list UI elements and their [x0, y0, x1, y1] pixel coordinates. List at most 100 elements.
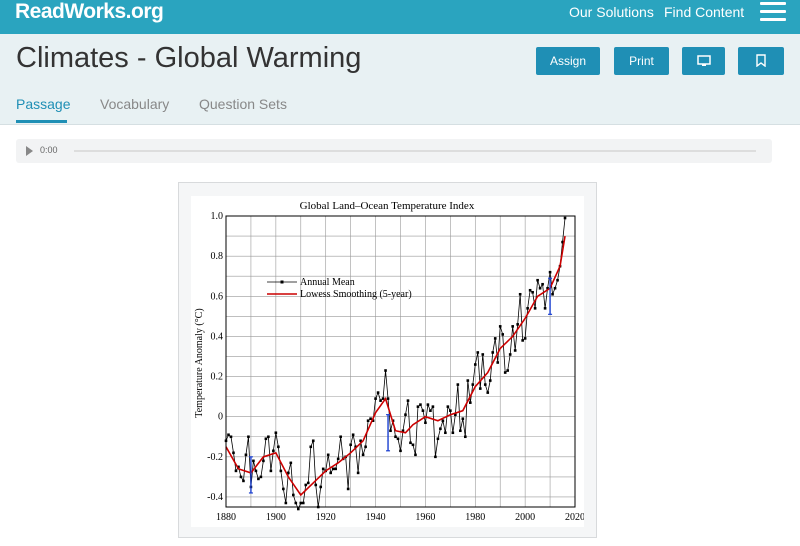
annual-mean-point — [531, 290, 534, 294]
annual-mean-line — [225, 217, 566, 511]
annual-mean-point — [239, 475, 243, 479]
annual-mean-point — [254, 469, 258, 473]
annual-mean-point — [449, 409, 452, 412]
annual-mean-point — [237, 465, 240, 469]
annual-mean-point — [476, 351, 480, 354]
annual-mean-point — [538, 286, 542, 290]
tab-passage[interactable]: Passage — [16, 96, 71, 112]
bookmark-button[interactable] — [738, 47, 784, 75]
annual-mean-point — [349, 443, 352, 447]
annual-mean-point — [401, 429, 405, 433]
y-tick-label: -0.4 — [207, 492, 223, 503]
annual-mean-point — [227, 433, 230, 437]
assign-button[interactable]: Assign — [536, 47, 600, 75]
annual-mean-point — [321, 467, 325, 471]
title-bar: Climates - Global Warming Assign Print P… — [0, 34, 800, 125]
annual-mean-point — [229, 435, 233, 439]
annual-mean-point — [406, 399, 410, 402]
y-tick-label: 0 — [218, 412, 223, 423]
annual-mean-point — [232, 451, 235, 455]
annual-mean-point — [496, 361, 500, 364]
annual-mean-point — [314, 483, 318, 487]
plot-area-border — [225, 215, 576, 508]
nav-our-solutions[interactable]: Our Solutions — [569, 4, 654, 20]
hamburger-icon[interactable] — [760, 2, 786, 22]
annual-mean-point — [506, 369, 509, 372]
annual-mean-point — [272, 449, 275, 453]
annual-mean-point — [299, 501, 303, 505]
annual-mean-point — [306, 481, 310, 485]
annual-mean-point — [284, 501, 288, 505]
annual-mean-point — [561, 240, 564, 244]
legend-annual-marker — [280, 280, 284, 284]
readworks-logo[interactable]: ReadWorks.org — [15, 0, 164, 23]
y-tick-label: 0.6 — [211, 291, 224, 302]
tab-question-sets[interactable]: Question Sets — [199, 96, 287, 112]
annual-mean-point — [364, 445, 367, 449]
annual-mean-point — [498, 325, 502, 328]
annual-mean-point — [459, 429, 462, 433]
annual-mean-point — [354, 445, 357, 449]
annual-mean-point — [369, 417, 372, 420]
x-tick-label: 1920 — [316, 512, 336, 523]
annual-mean-point — [282, 487, 285, 491]
tab-vocabulary[interactable]: Vocabulary — [100, 96, 170, 112]
annual-mean-point — [346, 487, 350, 491]
print-button[interactable]: Print — [614, 47, 669, 75]
nav-find-content[interactable]: Find Content — [664, 4, 745, 20]
annual-mean-point — [234, 469, 238, 473]
annual-mean-point — [491, 351, 495, 354]
x-tick-label: 1880 — [216, 512, 236, 523]
bookmark-icon — [756, 54, 766, 68]
annual-mean-point — [421, 409, 425, 412]
annual-mean-point — [262, 459, 265, 463]
screen-button[interactable] — [682, 47, 725, 75]
lowess-smoothing-line — [225, 235, 566, 497]
active-tab-indicator — [16, 120, 67, 123]
annual-mean-point — [379, 399, 382, 402]
annual-mean-point — [371, 419, 375, 423]
annual-mean-point — [488, 379, 492, 382]
annual-mean-point — [267, 435, 270, 439]
annual-mean-point — [456, 383, 460, 386]
y-axis-label: Temperature Anomaly (°C) — [194, 308, 205, 417]
annual-mean-point — [556, 278, 559, 282]
annual-mean-point — [409, 441, 412, 445]
audio-time: 0:00 — [40, 145, 58, 155]
chart-title: Global Land–Ocean Temperature Index — [300, 200, 475, 212]
x-tick-label: 1900 — [266, 512, 286, 523]
play-icon[interactable] — [26, 146, 33, 156]
annual-mean-point — [526, 307, 529, 310]
annual-mean-point — [424, 421, 427, 425]
annual-mean-point — [374, 397, 377, 400]
annual-mean-point — [473, 363, 477, 366]
annual-mean-point — [361, 453, 365, 457]
annual-mean-point — [508, 353, 512, 356]
annual-mean-point — [553, 286, 557, 290]
annual-mean-point — [386, 397, 390, 400]
annual-mean-point — [439, 427, 442, 431]
annual-mean-point — [521, 339, 524, 342]
annual-mean-point — [493, 337, 497, 340]
annual-mean-point — [287, 471, 290, 475]
y-tick-label: 0.8 — [211, 251, 224, 262]
annual-mean-point — [414, 453, 417, 457]
annual-mean-point — [518, 292, 522, 296]
annual-mean-point — [516, 323, 519, 326]
annual-mean-point — [434, 455, 437, 459]
temperature-chart: Global Land–Ocean Temperature Index Temp… — [191, 196, 585, 527]
annual-mean-point — [411, 443, 415, 447]
annual-mean-point — [356, 471, 360, 475]
annual-mean-point — [546, 286, 549, 290]
annual-mean-point — [541, 282, 544, 286]
annual-mean-point — [309, 445, 313, 449]
annual-mean-point — [478, 387, 482, 390]
audio-progress-track[interactable] — [74, 150, 756, 152]
x-tick-label: 1940 — [366, 512, 386, 523]
annual-mean-point — [359, 439, 362, 443]
annual-mean-point — [548, 270, 552, 274]
annual-mean-point — [436, 437, 440, 441]
annual-mean-point — [294, 501, 298, 505]
annual-mean-point — [389, 429, 392, 433]
legend-annual-label: Annual Mean — [300, 277, 355, 288]
